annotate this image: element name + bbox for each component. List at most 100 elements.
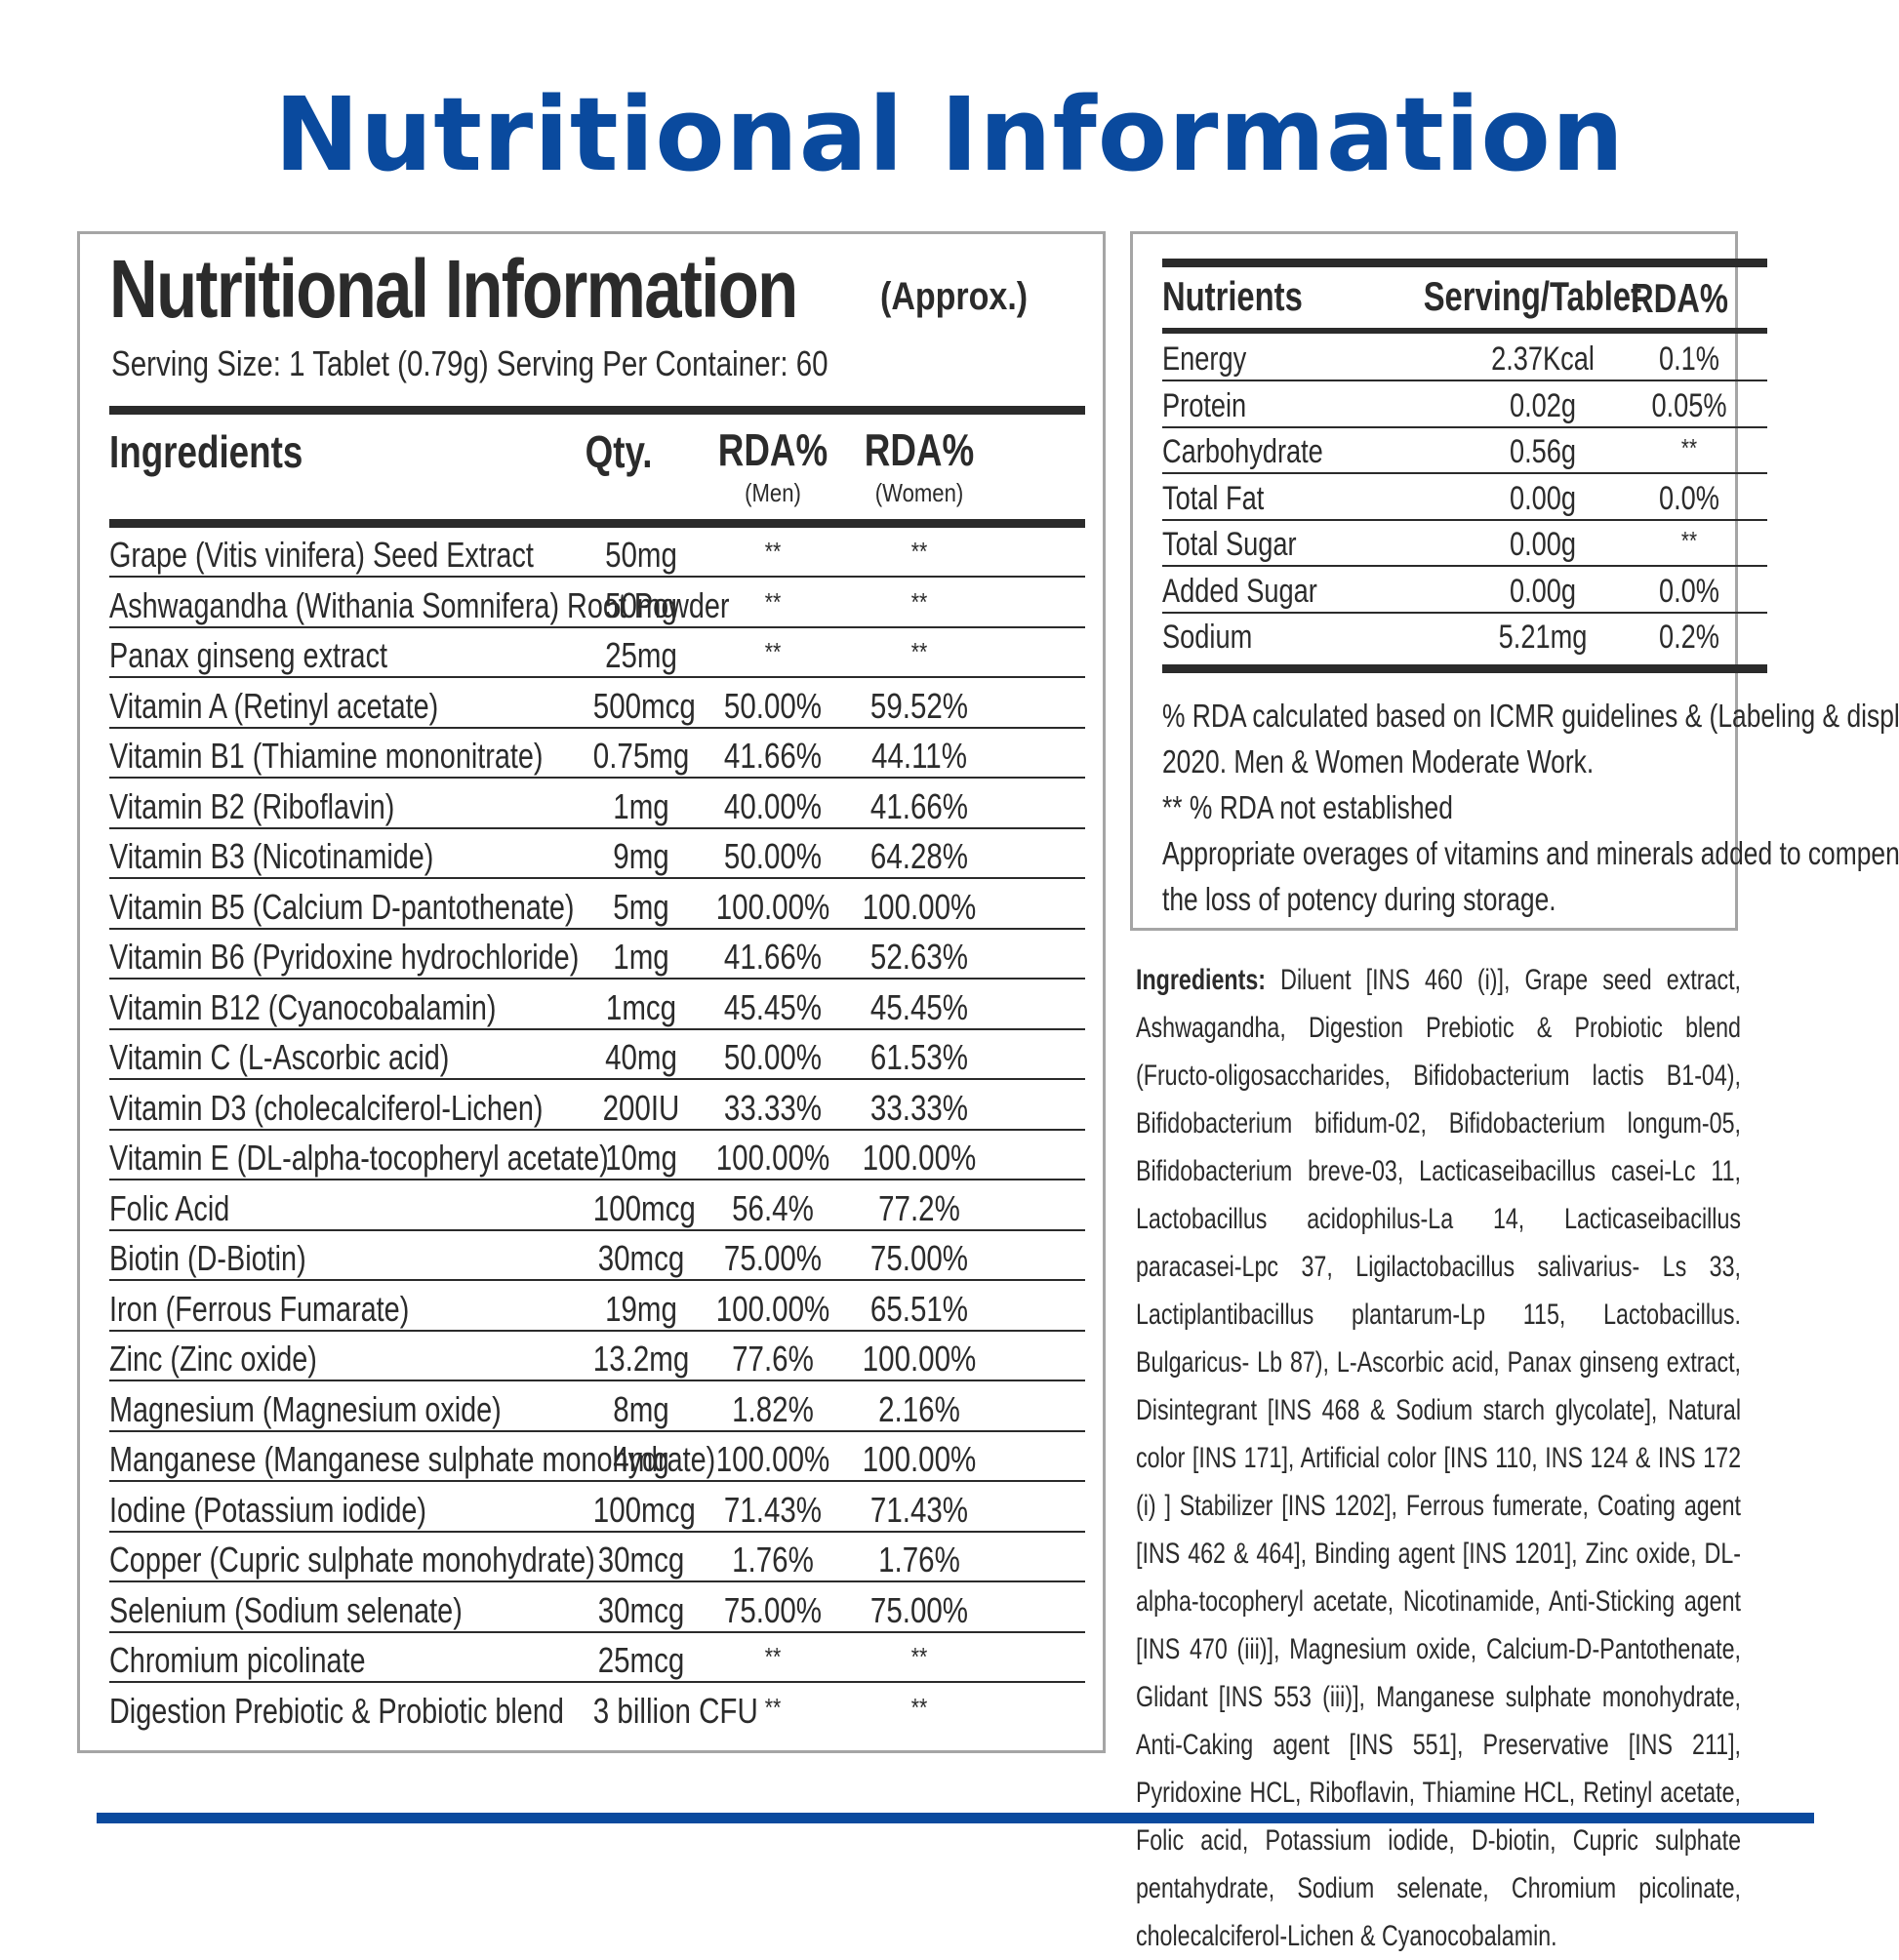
row-divider xyxy=(109,1329,1085,1332)
nutrient-serving: 0.00g xyxy=(1509,526,1577,563)
row-divider xyxy=(109,1480,1085,1482)
table-row: Selenium (Sodium selenate) 30mcg 75.00% 75.… xyxy=(109,1583,1085,1633)
nutrient-row: Total Sugar 0.00g ** xyxy=(1162,521,1767,567)
col-header-rda-men: RDA% xyxy=(717,424,828,475)
col-header-rda: RDA% xyxy=(1630,275,1729,321)
table-row: Vitamin B1 (Thiamine mononitrate) 0.75mg 4… xyxy=(109,729,1085,779)
ingredient-name: Panax ginseng extract xyxy=(109,635,387,675)
ingredient-qty: 9mg xyxy=(613,836,669,876)
row-divider xyxy=(109,777,1085,779)
row-divider xyxy=(1162,425,1767,428)
ingredient-rda-men: 75.00% xyxy=(723,1238,823,1278)
table-row: Vitamin C (L-Ascorbic acid) 40mg 50.00% 61.… xyxy=(109,1030,1085,1080)
nutrient-rda: ** xyxy=(1680,526,1698,555)
col-subheader-women: (Women) xyxy=(874,478,964,507)
ingredient-qty: 50mg xyxy=(605,535,677,575)
ingredient-name: Vitamin B1 (Thiamine mononitrate) xyxy=(109,736,544,776)
table-row: Iodine (Potassium iodide) 100mcg 71.43% 71.… xyxy=(109,1483,1085,1533)
nutrient-row: Energy 2.37Kcal 0.1% xyxy=(1162,336,1767,381)
nutrient-serving: 0.00g xyxy=(1509,479,1577,517)
row-divider xyxy=(109,676,1085,678)
ingredient-qty: 25mg xyxy=(605,635,677,675)
ingredient-qty: 1mcg xyxy=(605,986,677,1027)
ingredient-rda-women: 100.00% xyxy=(862,1339,977,1379)
ingredient-rda-women: 100.00% xyxy=(862,886,977,927)
ingredient-rda-women: 41.66% xyxy=(869,785,969,826)
note-line: 2020. Men & Women Moderate Work. xyxy=(1162,743,1595,780)
ingredient-qty: 19mg xyxy=(605,1288,677,1329)
table-row: Vitamin B3 (Nicotinamide) 9mg 50.00% 64.28% xyxy=(109,829,1085,879)
row-divider xyxy=(109,927,1085,930)
nutrient-row: Sodium 5.21mg 0.2% xyxy=(1162,614,1767,660)
header-rule-bottom xyxy=(109,519,1085,528)
ingredients-body: Diluent [INS 460 (i)], Grape seed extrac… xyxy=(1136,964,1741,1952)
nutrient-row: Protein 0.02g 0.05% xyxy=(1162,382,1767,428)
table-row: Digestion Prebiotic & Probiotic blend 3 b… xyxy=(109,1684,1085,1734)
row-divider xyxy=(1162,611,1767,614)
ingredient-rda-women: 44.11% xyxy=(871,736,967,776)
row-divider xyxy=(109,1580,1085,1582)
row-divider xyxy=(1162,472,1767,474)
nutrients-rule-top xyxy=(1162,259,1767,267)
ingredient-name: Vitamin E (DL-alpha-tocopheryl acetate) xyxy=(109,1138,609,1178)
ingredient-rda-men: ** xyxy=(764,1692,782,1722)
ingredient-qty: 3 billion CFU xyxy=(592,1690,758,1731)
nutrient-serving: 0.56g xyxy=(1509,433,1577,470)
ingredient-rda-women: 77.2% xyxy=(878,1187,960,1228)
col-header-nutrients: Nutrients xyxy=(1162,273,1303,319)
row-divider xyxy=(109,576,1085,578)
ingredient-qty: 25mcg xyxy=(597,1640,685,1680)
row-divider xyxy=(109,1179,1085,1180)
nutrient-rda: ** xyxy=(1680,433,1698,462)
table-row: Copper (Cupric sulphate monohydrate) 30mc… xyxy=(109,1533,1085,1582)
table-row: Folic Acid 100mcg 56.4% 77.2% xyxy=(109,1181,1085,1231)
ingredient-rda-men: 50.00% xyxy=(723,1037,823,1077)
ingredient-rda-women: ** xyxy=(910,586,928,617)
ingredient-rda-men: 75.00% xyxy=(723,1589,823,1630)
row-divider xyxy=(109,625,1085,628)
row-divider xyxy=(109,1279,1085,1281)
nutrient-row: Added Sugar 0.00g 0.0% xyxy=(1162,568,1767,614)
table-row: Iron (Ferrous Fumarate) 19mg 100.00% 65.51% xyxy=(109,1282,1085,1332)
ingredient-name: Iron (Ferrous Fumarate) xyxy=(109,1288,410,1329)
row-divider xyxy=(109,1228,1085,1231)
ingredient-rda-women: 45.45% xyxy=(869,986,969,1027)
ingredient-rda-men: 45.45% xyxy=(723,986,823,1027)
nutrient-name: Energy xyxy=(1162,340,1247,378)
note-line: the loss of potency during storage. xyxy=(1162,881,1556,917)
ingredient-name: Vitamin B6 (Pyridoxine hydrochloride) xyxy=(109,937,580,977)
ingredient-rda-women: ** xyxy=(910,1642,928,1671)
panel-heading-text: Nutritional Information xyxy=(109,243,798,335)
nutrient-rda: 0.05% xyxy=(1651,386,1727,424)
approx-label: (Approx.) xyxy=(880,275,1029,318)
ingredient-rda-women: ** xyxy=(910,637,928,666)
ingredient-qty: 200IU xyxy=(602,1087,680,1128)
ingredient-name: Folic Acid xyxy=(109,1187,230,1228)
row-divider xyxy=(1162,565,1767,567)
row-divider xyxy=(109,1429,1085,1432)
ingredient-qty: 100mcg xyxy=(592,1187,696,1228)
row-divider xyxy=(109,877,1085,879)
table-row: Vitamin B2 (Riboflavin) 1mg 40.00% 41.66% xyxy=(109,780,1085,829)
ingredient-rda-men: 56.4% xyxy=(732,1187,814,1228)
nutrient-name: Total Sugar xyxy=(1162,526,1297,563)
ingredient-name: Ashwagandha (Withania Somnifera) Root Po… xyxy=(109,584,730,625)
ingredient-qty: 30mcg xyxy=(597,1540,685,1580)
ingredient-name: Chromium picolinate xyxy=(109,1640,366,1680)
ingredients-panel: Nutritional Information (Approx.) Servin… xyxy=(77,231,1106,1753)
nutrient-rda: 0.0% xyxy=(1659,479,1719,517)
page-title: Nutritional Information xyxy=(274,75,1625,194)
ingredient-qty: 1mg xyxy=(613,937,669,977)
ingredient-rda-women: 100.00% xyxy=(862,1138,977,1178)
ingredient-name: Grape (Vitis vinifera) Seed Extract xyxy=(109,535,534,575)
ingredient-qty: 8mg xyxy=(613,1388,669,1429)
col-subheader-men: (Men) xyxy=(745,478,801,507)
table-row: Vitamin D3 (cholecalciferol-Lichen) 200IU… xyxy=(109,1081,1085,1131)
nutrient-serving: 0.02g xyxy=(1509,386,1577,424)
nutrient-name: Sodium xyxy=(1162,619,1253,656)
row-divider xyxy=(1162,380,1767,381)
ingredient-qty: 13.2mg xyxy=(592,1339,690,1379)
ingredient-name: Selenium (Sodium selenate) xyxy=(109,1589,463,1630)
row-divider xyxy=(109,826,1085,829)
ingredient-name: Vitamin A (Retinyl acetate) xyxy=(109,685,439,726)
